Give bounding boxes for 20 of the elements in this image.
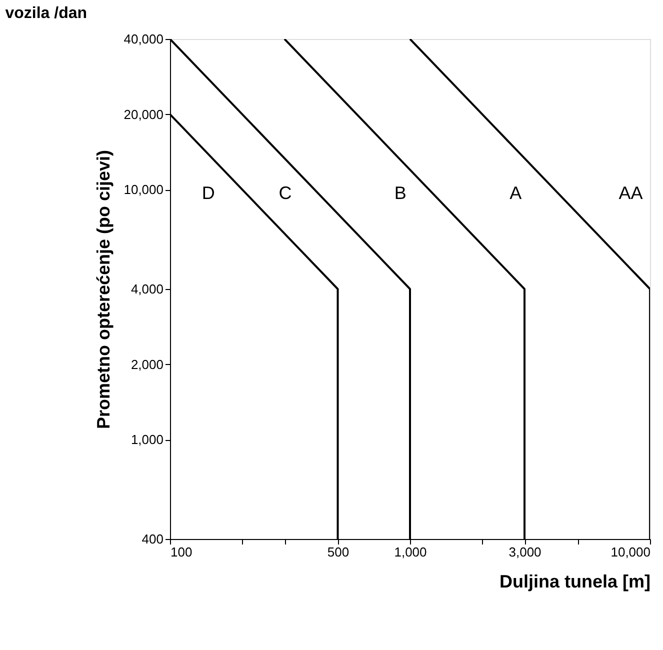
y-tick-label: 2,000	[130, 356, 164, 372]
annotation: AA	[618, 183, 643, 203]
x-tick-label: 1,000	[394, 544, 427, 560]
annotation: A	[510, 183, 522, 203]
annotation: B	[394, 183, 406, 203]
y-tick-label: 400	[142, 532, 164, 546]
x-tick-label: 10,000	[610, 544, 650, 560]
y-tick-label: 4,000	[130, 282, 164, 296]
x-tick-label: 3,000	[508, 544, 542, 560]
chart-title: vozila /dan	[5, 5, 88, 22]
x-axis-title: Duljina tunela [m]	[499, 572, 650, 592]
y-tick-label: 10,000	[124, 182, 164, 198]
x-tick-label: 100	[170, 544, 192, 560]
y-tick-label: 40,000	[124, 32, 164, 46]
y-tick-label: 1,000	[130, 432, 164, 448]
y-tick-label: 20,000	[124, 106, 164, 122]
annotation: D	[202, 183, 215, 203]
annotation: C	[278, 183, 292, 203]
x-tick-label: 500	[327, 544, 350, 560]
y-axis-title: Prometno opterećenje (po cijevi)	[94, 150, 114, 430]
